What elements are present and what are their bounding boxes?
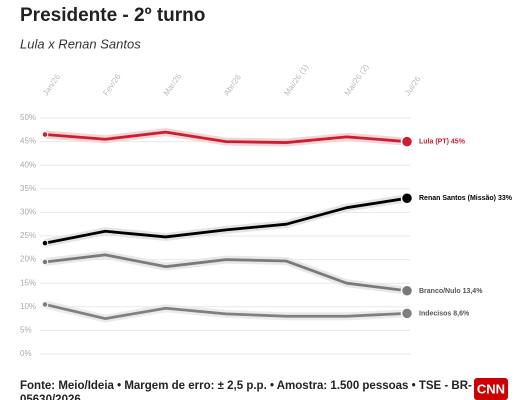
chart-subtitle: Lula x Renan Santos (20, 36, 141, 51)
line (44, 196, 408, 245)
logo-box (474, 378, 508, 400)
y-tick-label: 40% (20, 160, 36, 169)
y-tick-label: 15% (20, 278, 36, 287)
start-dot (41, 131, 49, 138)
x-tick-label: Mai/26 (1) (282, 62, 310, 97)
y-tick-label: 30% (20, 208, 36, 217)
x-tick-label: Mai/26 (2) (343, 62, 371, 97)
start-dot (41, 301, 49, 308)
y-tick-label: 35% (20, 184, 36, 193)
x-tick-label: Mar/26 (162, 71, 184, 97)
x-tick-label: Fev/26 (101, 72, 123, 98)
line (44, 253, 408, 293)
y-tick-label: 50% (20, 113, 36, 122)
logo: CNN (477, 381, 505, 396)
x-tick-label: Jan/26 (41, 72, 62, 97)
end-dot (400, 284, 414, 298)
value-label: 33% (498, 195, 513, 202)
y-tick-label: 25% (20, 231, 36, 240)
series-label: Renan Santos (Missão) 33% (419, 195, 513, 202)
y-tick-label: 0% (20, 349, 32, 358)
y-tick-label: 10% (20, 302, 36, 311)
start-dot (41, 258, 49, 266)
legend-name: Indecisos (419, 310, 451, 317)
y-tick-label: 20% (20, 255, 36, 264)
end-dot (400, 191, 414, 205)
chart-title: Presidente - 2º turno (20, 5, 205, 26)
footer: Fonte: Meio/Ideia • Margem de erro: ± 2,… (20, 380, 472, 400)
y-tick-label: 45% (20, 137, 36, 146)
end-dot (400, 307, 414, 320)
value-label: 45% (451, 138, 466, 145)
legend-name: Renan Santos (Missão) (419, 195, 496, 202)
start-dot (41, 239, 49, 247)
series-label: Lula (PT) 45% (419, 138, 466, 145)
value-label: 13,4% (463, 288, 484, 295)
line (44, 303, 408, 320)
series-label: Branco/Nulo 13,4% (419, 288, 483, 295)
line (44, 130, 408, 144)
series-label: Indecisos 8,6% (419, 310, 470, 317)
x-tick-label: Abr/26 (222, 72, 243, 97)
x-tick-label: Jul/26 (403, 74, 423, 97)
value-label: 8,6% (453, 310, 470, 317)
legend-name: Branco/Nulo (419, 288, 461, 295)
end-dot (400, 135, 414, 148)
legend-name: Lula (PT) (419, 138, 449, 145)
y-tick-label: 5% (20, 326, 32, 335)
